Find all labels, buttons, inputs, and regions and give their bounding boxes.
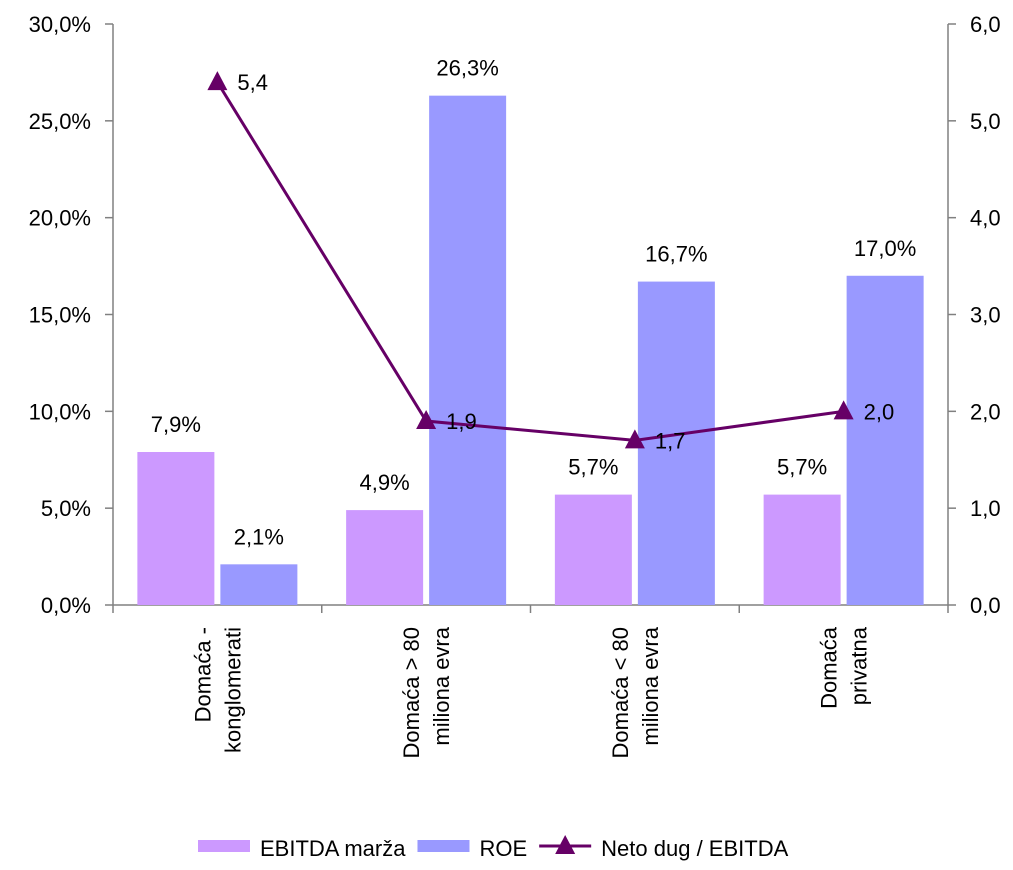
right-axis-tick-label: 1,0 xyxy=(970,496,1001,521)
bar xyxy=(554,494,632,605)
right-axis-tick-label: 4,0 xyxy=(970,206,1001,231)
x-axis-category-label: privatna xyxy=(847,626,872,705)
line-marker xyxy=(833,400,854,420)
legend-label: Neto dug / EBITDA xyxy=(601,836,788,861)
bar-data-label: 4,9% xyxy=(360,470,410,495)
line-data-label: 1,9 xyxy=(446,409,477,434)
x-axis-category-label: Domaća - xyxy=(190,627,215,722)
line-marker xyxy=(624,429,645,449)
line-path xyxy=(216,81,844,442)
legend-label: EBITDA marža xyxy=(260,836,406,861)
left-axis-tick-label: 10,0% xyxy=(29,399,91,424)
bar-data-label: 2,1% xyxy=(234,524,284,549)
line-marker xyxy=(416,410,437,430)
line-data-label: 2,0 xyxy=(864,399,895,424)
bar xyxy=(763,494,841,605)
x-axis-category-label: miliona evra xyxy=(638,626,663,745)
line-marker xyxy=(207,71,228,91)
legend-swatch xyxy=(198,840,250,852)
left-axis-tick-label: 30,0% xyxy=(29,12,91,37)
right-axis-tick-label: 6,0 xyxy=(970,12,1001,37)
bar-data-label: 5,7% xyxy=(777,455,827,480)
legend-marker-swatch xyxy=(555,835,576,854)
legend-swatch xyxy=(417,840,470,852)
bar-data-label: 5,7% xyxy=(568,455,618,480)
bars xyxy=(137,95,924,605)
x-axis-category-label: Domaća < 80 xyxy=(608,627,633,758)
legend: EBITDA marža ROE Neto dug / EBITDA xyxy=(198,835,789,861)
right-axis-tick-label: 2,0 xyxy=(970,399,1001,424)
bar xyxy=(220,564,298,605)
bar xyxy=(346,510,424,605)
x-axis-category-label: Domaća xyxy=(817,626,842,709)
legend-label: ROE xyxy=(479,836,527,861)
bar xyxy=(137,452,215,605)
right-axis-tick-label: 5,0 xyxy=(970,109,1001,134)
axes: 0,0% 5,0% 10,0% 15,0% 20,0% 25,0% 30,0% 0,0 1,0 2… xyxy=(29,12,1001,758)
bar-data-label: 16,7% xyxy=(645,242,707,267)
bar-data-label: 26,3% xyxy=(436,56,498,81)
right-axis-tick-label: 0,0 xyxy=(970,593,1001,618)
x-axis-category-label: miliona evra xyxy=(429,626,454,745)
bar xyxy=(429,95,507,605)
left-axis-tick-label: 5,0% xyxy=(41,496,91,521)
bar xyxy=(637,281,715,605)
left-axis-tick-label: 0,0% xyxy=(41,593,91,618)
left-axis-tick-label: 25,0% xyxy=(29,109,91,134)
left-axis-tick-label: 20,0% xyxy=(29,206,91,231)
bar xyxy=(846,275,924,605)
right-axis-tick-label: 3,0 xyxy=(970,303,1001,328)
bar-data-label: 7,9% xyxy=(151,412,201,437)
data-labels: 7,9% 4,9% 5,7% 5,7% 2,1% 26,3% 16,7% 17,0% 5,4 1,… xyxy=(151,56,917,550)
line-series xyxy=(207,71,854,449)
x-axis-category-label: Domaća > 80 xyxy=(399,627,424,758)
x-axis-category-label: konglomerati xyxy=(220,627,245,753)
line-data-label: 5,4 xyxy=(237,70,268,95)
line-data-label: 1,7 xyxy=(655,428,686,453)
bar-data-label: 17,0% xyxy=(854,236,916,261)
left-axis-tick-label: 15,0% xyxy=(29,303,91,328)
